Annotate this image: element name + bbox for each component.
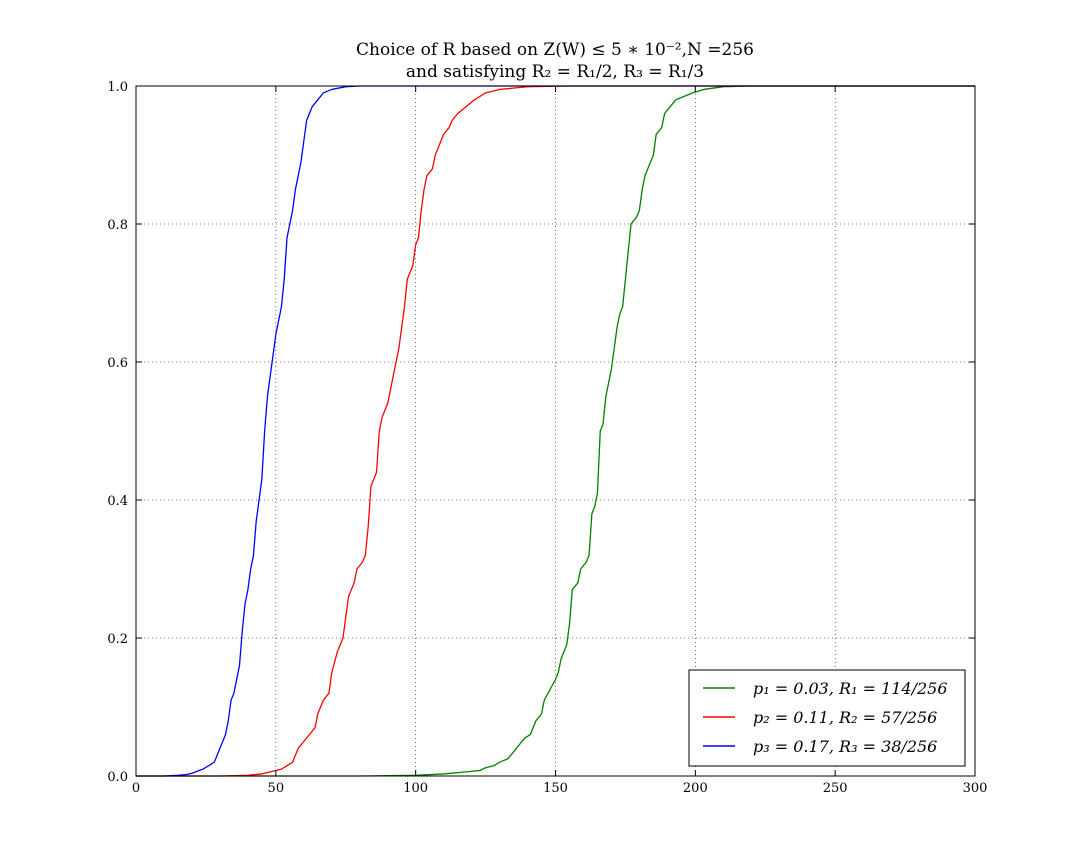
x-tick-label: 0: [132, 781, 140, 796]
series-line-3: [136, 85, 975, 777]
legend-label-2: p₂ = 0.11, R₂ = 57/256: [753, 708, 937, 727]
series-line-2: [136, 85, 975, 777]
x-tick-label: 200: [683, 781, 708, 796]
legend-label-1: p₁ = 0.03, R₁ = 114/256: [753, 679, 948, 698]
x-tick-label: 150: [543, 781, 568, 796]
legend: p₁ = 0.03, R₁ = 114/256 p₂ = 0.11, R₂ = 5…: [688, 669, 966, 767]
y-tick-label: 0.2: [107, 632, 128, 647]
legend-box: [688, 669, 966, 767]
y-tick-label: 0.6: [107, 356, 128, 371]
x-tick-label: 300: [963, 781, 988, 796]
y-tick-label: 0.4: [107, 494, 128, 509]
chart-subtitle: and satisfying R₂ = R₁/2, R₃ = R₁/3: [406, 62, 704, 82]
chart-title: Choice of R based on Z(W) ≤ 5 ∗ 10⁻²,N =…: [356, 40, 754, 60]
x-tick-label: 250: [823, 781, 848, 796]
series-line-1: [136, 85, 975, 777]
y-tick-label: 0.0: [107, 770, 128, 785]
y-tick-label: 1.0: [107, 80, 128, 95]
x-tick-label: 50: [268, 781, 285, 796]
grid-lines: [136, 86, 975, 776]
axis-ticks: 0 50 100 150 200 250 300 0.0 0.2 0.4 0.6 0.8 1.0: [107, 80, 987, 796]
legend-label-3: p₃ = 0.17, R₃ = 38/256: [753, 737, 937, 756]
series-layer: [136, 85, 975, 777]
y-tick-label: 0.8: [107, 218, 128, 233]
x-tick-label: 100: [403, 781, 428, 796]
chart-title-group: Choice of R based on Z(W) ≤ 5 ∗ 10⁻²,N =…: [356, 40, 754, 82]
